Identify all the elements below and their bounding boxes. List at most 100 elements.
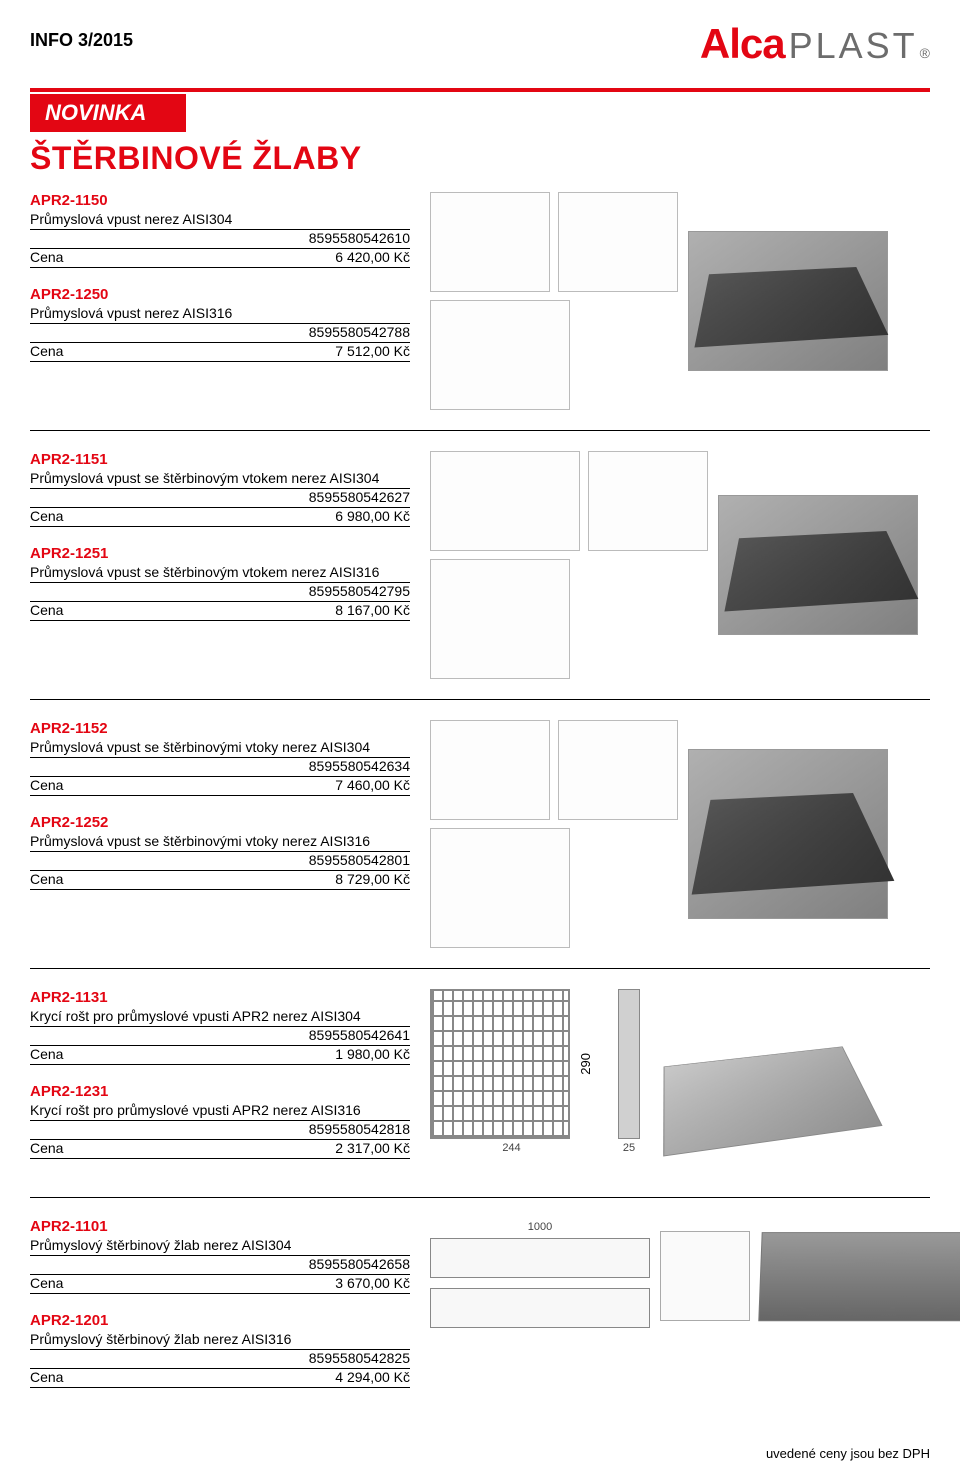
cena-label: Cena — [30, 343, 63, 359]
price-value: 1 980,00 Kč — [335, 1046, 410, 1062]
grate-side-wrapper: 25 — [618, 989, 640, 1154]
product-ean: 8595580542634 — [30, 758, 410, 777]
price-value: 4 294,00 Kč — [335, 1369, 410, 1385]
product-code: APR2-1131 — [30, 989, 410, 1006]
tech-drawing-icon — [430, 451, 580, 551]
product-desc: Průmyslová vpust se štěrbinovým vtokem n… — [30, 564, 410, 583]
tech-drawing-icon — [430, 300, 570, 410]
product-price-row: Cena 1 980,00 Kč — [30, 1046, 410, 1065]
tech-drawing-icon — [558, 192, 678, 292]
cena-label: Cena — [30, 249, 63, 265]
novinka-badge: NOVINKA — [30, 94, 186, 132]
tech-drawing-icon — [430, 720, 550, 820]
product-price-row: Cena 7 460,00 Kč — [30, 777, 410, 796]
logo-registered: ® — [920, 45, 930, 61]
product-ean: 8595580542801 — [30, 852, 410, 871]
product-price-row: Cena 4 294,00 Kč — [30, 1369, 410, 1388]
product-item: APR2-1251 Průmyslová vpust se štěrbinový… — [30, 545, 410, 621]
tech-drawing-icon — [430, 192, 550, 292]
product-desc: Krycí rošt pro průmyslové vpusti APR2 ne… — [30, 1102, 410, 1121]
tech-drawing-icon — [588, 451, 708, 551]
product-price-row: Cena 8 729,00 Kč — [30, 871, 410, 890]
product-code: APR2-1201 — [30, 1312, 410, 1329]
image-column — [410, 451, 930, 679]
price-value: 6 420,00 Kč — [335, 249, 410, 265]
cena-label: Cena — [30, 1046, 63, 1062]
product-item: APR2-1131 Krycí rošt pro průmyslové vpus… — [30, 989, 410, 1065]
product-block-2: APR2-1151 Průmyslová vpust se štěrbinový… — [30, 451, 930, 700]
product-code: APR2-1252 — [30, 814, 410, 831]
product-ean: 8595580542658 — [30, 1256, 410, 1275]
price-value: 7 460,00 Kč — [335, 777, 410, 793]
price-value: 3 670,00 Kč — [335, 1275, 410, 1291]
footer-note: uvedené ceny jsou bez DPH — [30, 1446, 930, 1461]
product-desc: Průmyslová vpust se štěrbinovými vtoky n… — [30, 739, 410, 758]
product-price-row: Cena 7 512,00 Kč — [30, 343, 410, 362]
product-render-icon — [688, 749, 888, 919]
cena-label: Cena — [30, 871, 63, 887]
product-price-row: Cena 6 420,00 Kč — [30, 249, 410, 268]
product-code: APR2-1231 — [30, 1083, 410, 1100]
tech-drawing-icon — [558, 720, 678, 820]
dim-width: 244 — [430, 1142, 593, 1154]
product-item: APR2-1252 Průmyslová vpust se štěrbinový… — [30, 814, 410, 890]
tech-drawing-icon — [430, 828, 570, 948]
product-desc: Průmyslová vpust nerez AISI304 — [30, 211, 410, 230]
channel-top-drawing-icon — [430, 1238, 650, 1278]
product-ean: 8595580542788 — [30, 324, 410, 343]
red-divider — [30, 88, 930, 92]
product-ean: 8595580542627 — [30, 489, 410, 508]
product-code: APR2-1152 — [30, 720, 410, 737]
price-value: 6 980,00 Kč — [335, 508, 410, 524]
grate-drawing-icon — [430, 989, 570, 1139]
cena-label: Cena — [30, 1369, 63, 1385]
product-code: APR2-1250 — [30, 286, 410, 303]
cena-label: Cena — [30, 777, 63, 793]
product-block-1: APR2-1150 Průmyslová vpust nerez AISI304… — [30, 192, 930, 431]
grate-render-icon — [663, 1046, 882, 1156]
dim-height: 290 — [578, 1053, 593, 1075]
product-ean: 8595580542610 — [30, 230, 410, 249]
product-code: APR2-1101 — [30, 1218, 410, 1235]
product-block-4: APR2-1131 Krycí rošt pro průmyslové vpus… — [30, 989, 930, 1198]
product-price-row: Cena 3 670,00 Kč — [30, 1275, 410, 1294]
product-ean: 8595580542795 — [30, 583, 410, 602]
product-item: APR2-1231 Krycí rošt pro průmyslové vpus… — [30, 1083, 410, 1159]
page-header: INFO 3/2015 Alca PLAST ® — [30, 20, 930, 68]
cena-label: Cena — [30, 1140, 63, 1156]
product-code: APR2-1251 — [30, 545, 410, 562]
product-desc: Průmyslová vpust se štěrbinovým vtokem n… — [30, 470, 410, 489]
grate-side-icon — [618, 989, 640, 1139]
cena-label: Cena — [30, 508, 63, 524]
product-item: APR2-1151 Průmyslová vpust se štěrbinový… — [30, 451, 410, 527]
product-item: APR2-1101 Průmyslový štěrbinový žlab ner… — [30, 1218, 410, 1294]
product-render-icon — [718, 495, 918, 635]
product-desc: Průmyslový štěrbinový žlab nerez AISI304 — [30, 1237, 410, 1256]
product-price-row: Cena 6 980,00 Kč — [30, 508, 410, 527]
price-value: 8 167,00 Kč — [335, 602, 410, 618]
image-column: 1000 — [410, 1218, 960, 1333]
product-desc: Průmyslová vpust nerez AISI316 — [30, 305, 410, 324]
cena-label: Cena — [30, 602, 63, 618]
main-title: ŠTĚRBINOVÉ ŽLABY — [30, 140, 930, 177]
channel-side-drawing-icon — [430, 1288, 650, 1328]
product-ean: 8595580542641 — [30, 1027, 410, 1046]
channel-profile-icon — [660, 1231, 750, 1321]
product-item: APR2-1201 Průmyslový štěrbinový žlab ner… — [30, 1312, 410, 1388]
product-ean: 8595580542818 — [30, 1121, 410, 1140]
product-code: APR2-1150 — [30, 192, 410, 209]
price-value: 2 317,00 Kč — [335, 1140, 410, 1156]
image-column: 290 244 25 — [410, 989, 930, 1154]
info-label: INFO 3/2015 — [30, 20, 133, 51]
cena-label: Cena — [30, 1275, 63, 1291]
product-render-icon — [688, 231, 888, 371]
dim-length: 1000 — [430, 1221, 650, 1233]
product-code: APR2-1151 — [30, 451, 410, 468]
image-column — [410, 720, 930, 948]
product-item: APR2-1150 Průmyslová vpust nerez AISI304… — [30, 192, 410, 268]
product-price-row: Cena 2 317,00 Kč — [30, 1140, 410, 1159]
tech-drawing-icon — [430, 559, 570, 679]
product-block-5: APR2-1101 Průmyslový štěrbinový žlab ner… — [30, 1218, 930, 1426]
grate-drawing-wrapper: 290 244 — [430, 989, 593, 1154]
price-value: 8 729,00 Kč — [335, 871, 410, 887]
